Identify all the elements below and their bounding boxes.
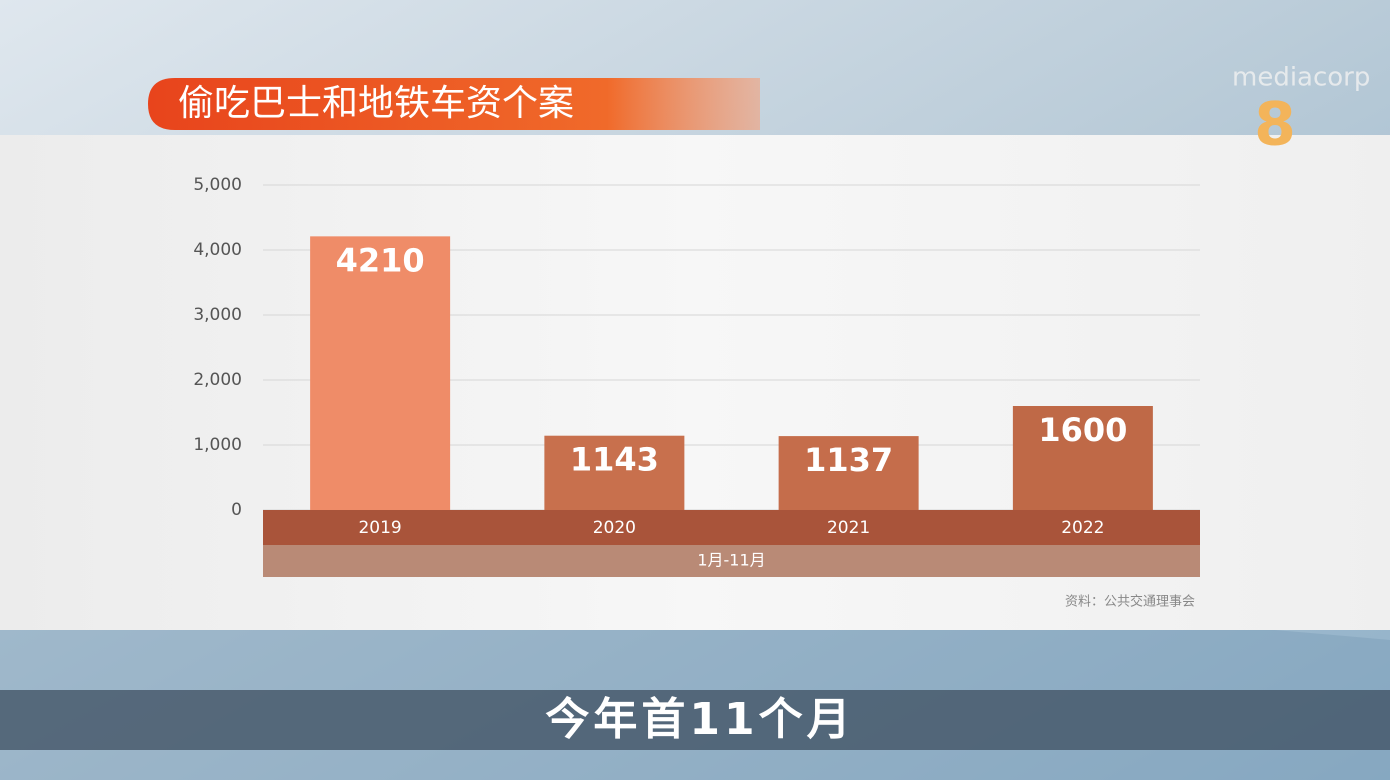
y-tick-label: 1,000 (193, 435, 242, 455)
value-label: 1600 (1038, 411, 1127, 449)
y-tick-label: 3,000 (193, 305, 242, 325)
bar (310, 236, 451, 510)
y-tick-label: 2,000 (193, 370, 242, 390)
period-strip (263, 545, 1200, 577)
source: 资料：公共交通理事会 (1065, 594, 1195, 610)
x-tick-label: 2020 (593, 518, 636, 538)
y-tick-label: 0 (231, 500, 242, 520)
bar (544, 435, 685, 510)
value-label: 4210 (336, 241, 425, 279)
logo-brand: mediacorp (1232, 63, 1370, 93)
value-label: 1137 (804, 441, 893, 479)
caption-bar (0, 690, 1390, 750)
x-tick-label: 2022 (1061, 518, 1104, 538)
category-strip (263, 510, 1200, 545)
x-tick-label: 2019 (358, 518, 401, 538)
y-tick-label: 5,000 (193, 175, 242, 195)
bar (778, 436, 919, 510)
y-tick-label: 4,000 (193, 240, 242, 260)
chart-title: 偷吃巴士和地铁车资个案 (178, 83, 574, 124)
bar (1012, 406, 1153, 510)
value-label: 1143 (570, 441, 659, 479)
period-label: 1月-11月 (697, 551, 765, 570)
x-tick-label: 2021 (827, 518, 870, 538)
title-pill (148, 78, 760, 130)
chart: 0 1,000 2,000 3,000 4,000 5,000 1月-11月 4210 2019… (193, 175, 1200, 577)
caption: 今年首11个月 (545, 694, 854, 745)
logo-channel: 8 (1254, 90, 1296, 160)
